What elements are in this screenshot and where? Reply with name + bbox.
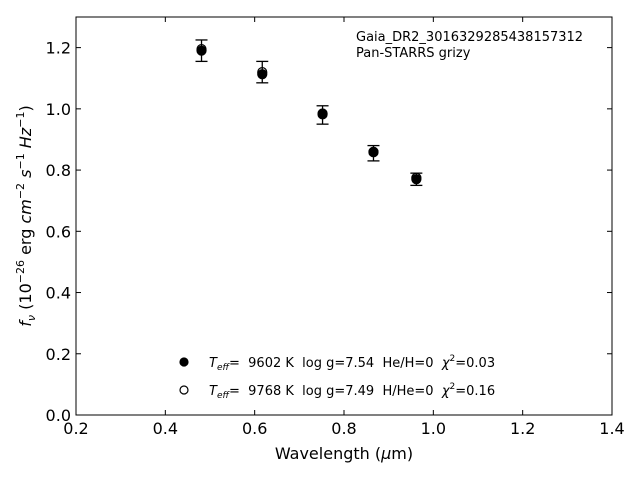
x-tick-label: 1.2 [510, 419, 535, 438]
legend-entry-text: Teff= 9768 K log g=7.49 H/He=0 χ2=0.16 [209, 382, 495, 401]
chart-annotation: Gaia_DR2_3016329285438157312 Pan-STARRS … [356, 30, 583, 61]
x-tick-label: 0.8 [331, 419, 356, 438]
model-point-open [317, 108, 328, 119]
y-tick-label: 0.6 [46, 222, 71, 241]
x-tick-label: 0.4 [153, 419, 178, 438]
x-tick-label: 1.0 [421, 419, 446, 438]
y-axis-label: fν (10−26 erg cm−2 s−1 Hz−1) [14, 105, 38, 326]
y-tick-label: 0.0 [46, 406, 71, 425]
legend: Teff= 9602 K log g=7.54 He/H=0 χ2=0.03 Te… [179, 354, 495, 401]
x-axis-label: Wavelength (μm) [275, 444, 413, 463]
model-point-open [196, 44, 207, 55]
legend-entry-text: Teff= 9602 K log g=7.54 He/H=0 χ2=0.03 [209, 354, 495, 373]
y-tick-label: 0.2 [46, 345, 71, 364]
annotation-line-1: Gaia_DR2_3016329285438157312 [356, 30, 583, 45]
data-points [196, 44, 422, 185]
annotation-line-2: Pan-STARRS grizy [356, 46, 471, 61]
model-point-filled [257, 69, 268, 80]
axis-ticks: 0.2 0.4 0.6 0.8 1.0 1.2 1.40.00.20.40.60.81.01… [46, 17, 625, 438]
legend-marker-filled [179, 357, 189, 367]
x-tick-label: 0.2 [63, 419, 88, 438]
y-tick-label: 0.8 [46, 161, 71, 180]
legend-marker-open [179, 385, 189, 395]
error-bars [195, 39, 423, 187]
model-point-open [368, 146, 379, 157]
y-tick-label: 0.4 [46, 284, 71, 303]
model-point-open [411, 172, 422, 183]
x-tick-label: 1.4 [599, 419, 624, 438]
y-tick-label: 1.2 [46, 39, 71, 58]
model-point-open [257, 67, 268, 78]
y-tick-label: 1.0 [46, 100, 71, 119]
x-tick-label: 0.6 [242, 419, 267, 438]
